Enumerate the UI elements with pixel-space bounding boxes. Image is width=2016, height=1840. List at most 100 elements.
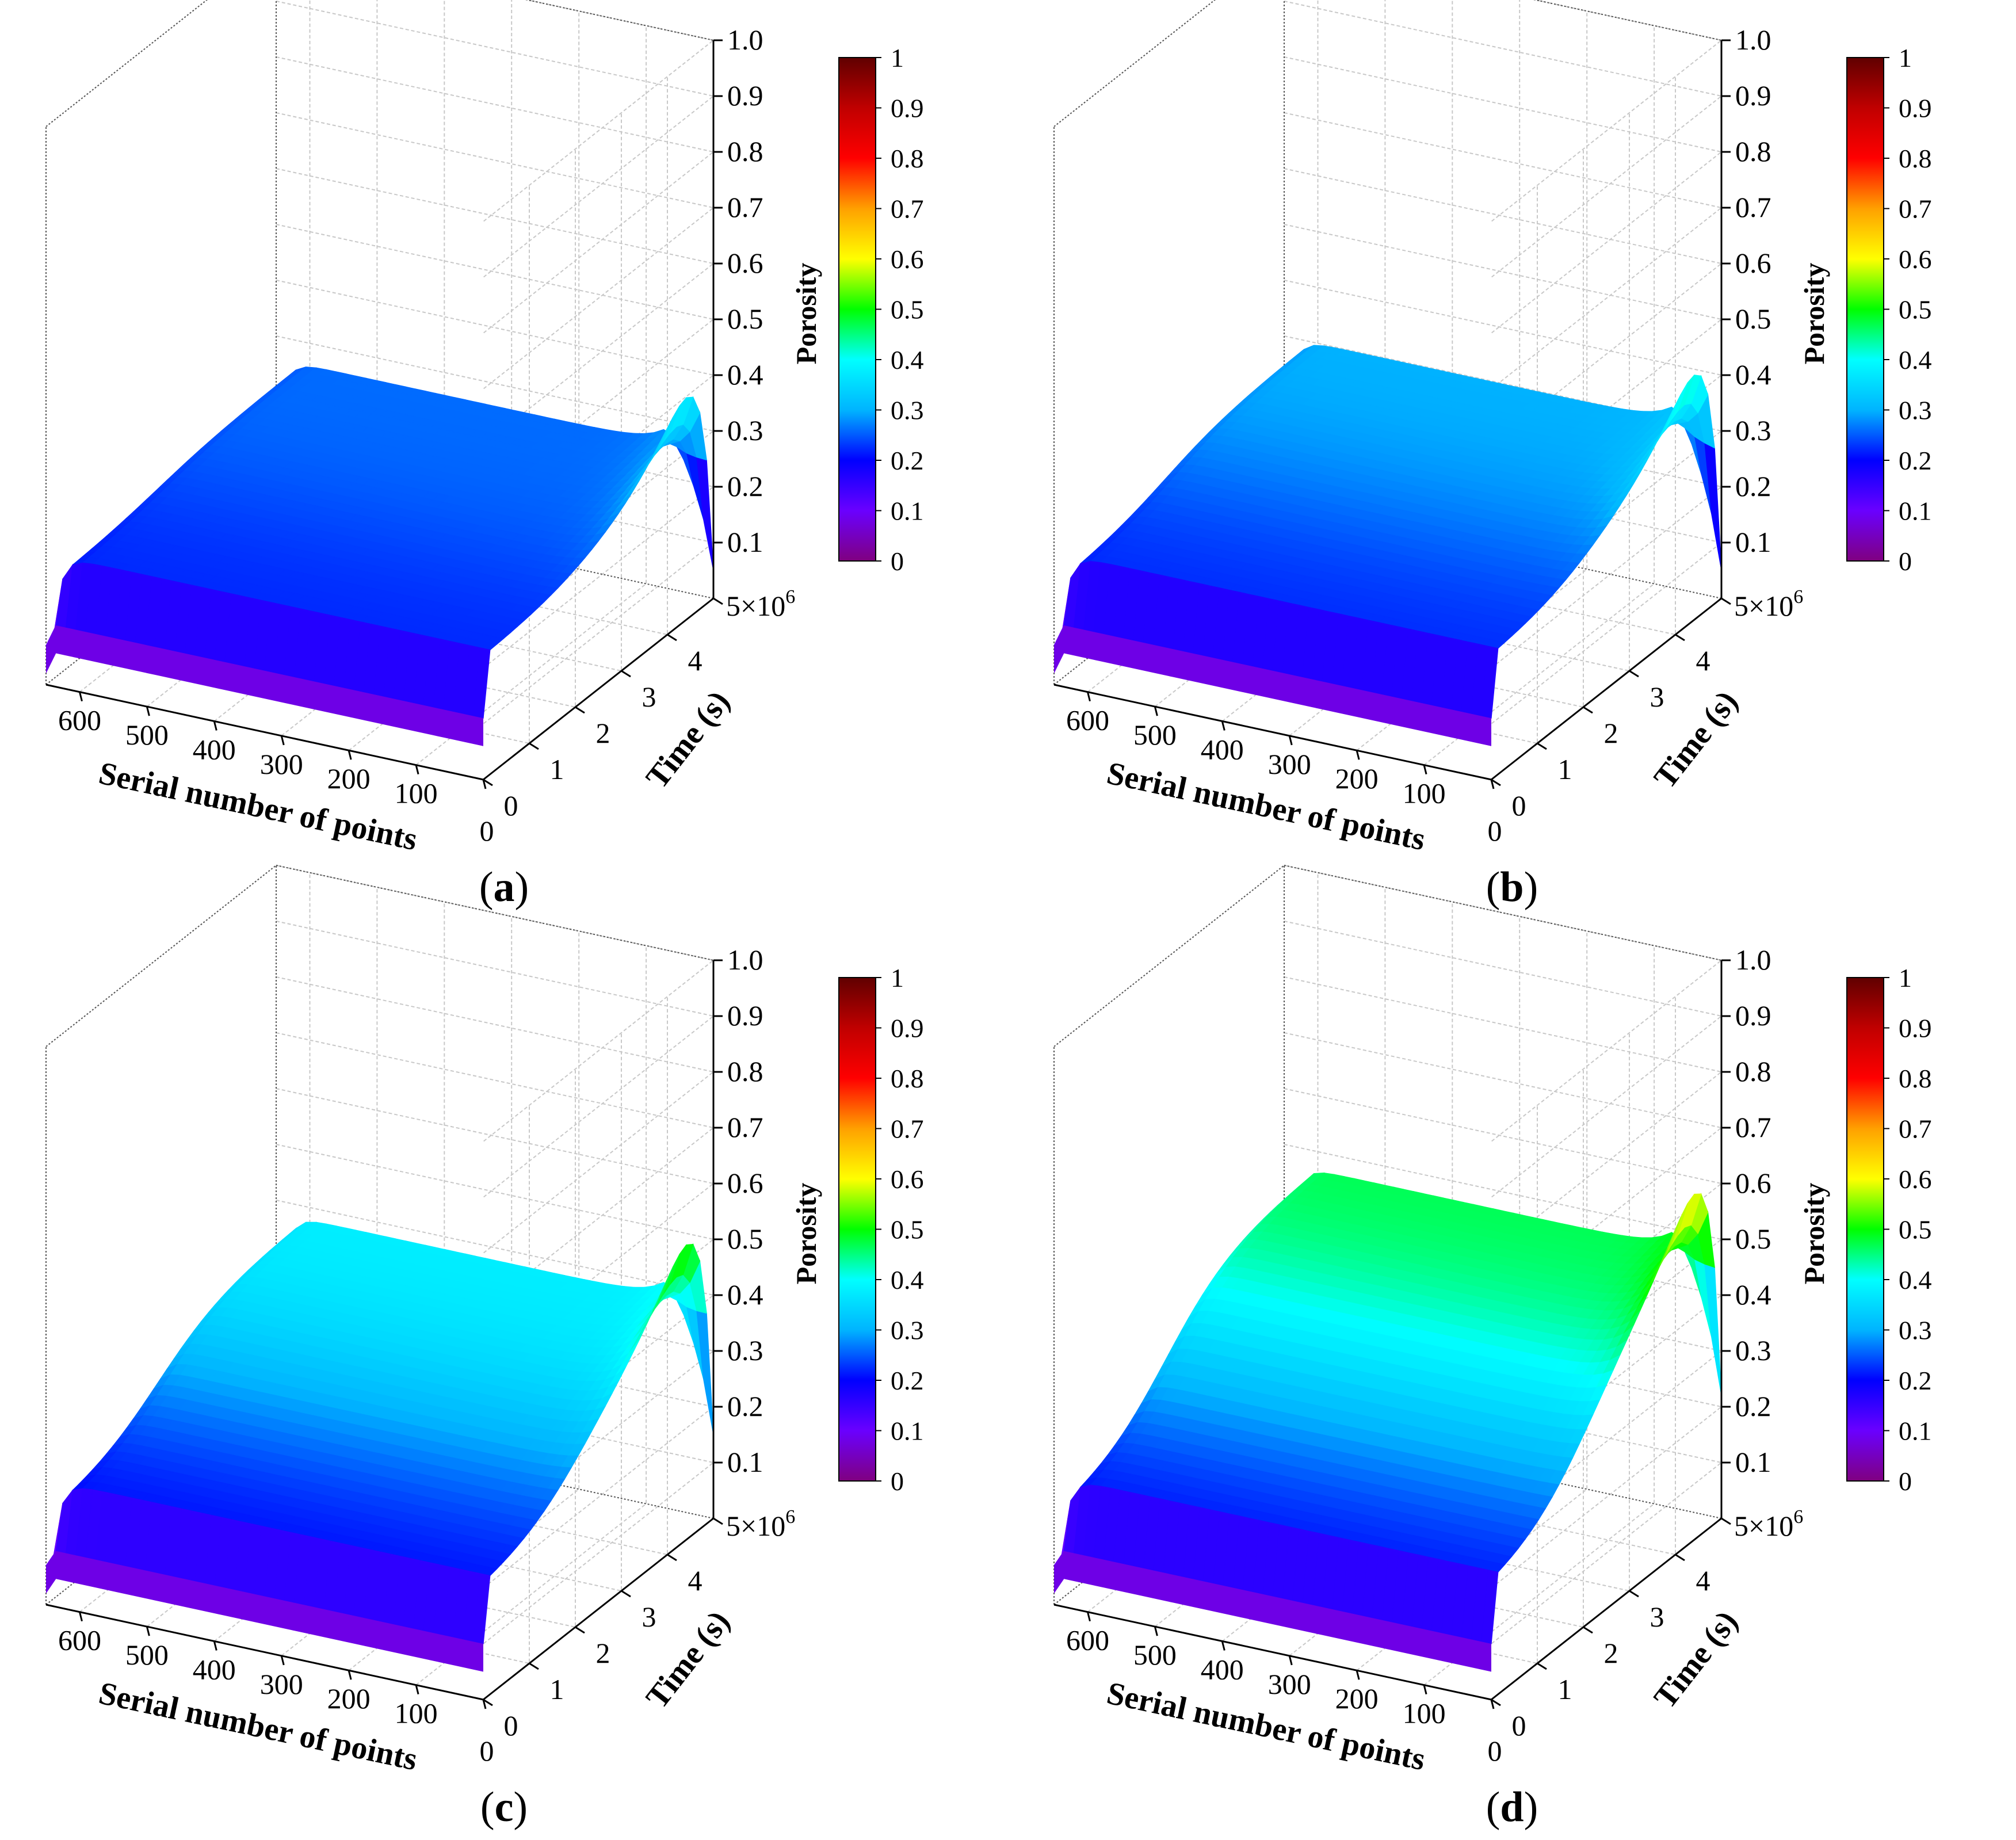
surface-c <box>45 1221 714 1672</box>
gridline-x <box>79 0 311 693</box>
colorbar-tick-label: 0.1 <box>891 1417 924 1446</box>
t-tick-label: 1 <box>1558 753 1572 785</box>
gridline-x <box>146 887 378 1627</box>
surface-a <box>45 367 714 746</box>
t-tick <box>1629 670 1639 678</box>
surface-cell <box>696 456 714 571</box>
colorbar-tick-label: 0.6 <box>891 245 924 274</box>
z-tick-label: 0.5 <box>727 303 763 335</box>
surface-plot-d: 0.10.20.30.40.50.60.70.80.91.0012345×106… <box>1053 865 1932 1778</box>
gridline-x <box>1289 916 1521 1656</box>
colorbar-tick-label: 0.4 <box>891 1265 924 1295</box>
t-tick <box>483 1698 493 1707</box>
z-tick-label: 0.7 <box>727 191 763 223</box>
panel-letter-b: b <box>1500 864 1524 911</box>
z-axis-b: 0.10.20.30.40.50.60.70.80.91.0 <box>1720 24 1771 598</box>
gridline-x <box>348 931 580 1671</box>
gridline-z <box>1284 56 1723 334</box>
x-tick <box>415 765 419 774</box>
x-tick-label: 200 <box>1335 762 1379 795</box>
t-multiplier-exp: 6 <box>785 1506 795 1528</box>
gridline-t <box>1238 997 1676 1556</box>
z-axis-c: 0.10.20.30.40.50.60.70.80.91.0 <box>712 944 763 1518</box>
panel-label-b: (b) <box>1486 864 1538 911</box>
surface-front-wall <box>46 625 483 746</box>
t-tick <box>1675 633 1685 642</box>
x-axis-line <box>45 1604 484 1701</box>
gridline-z <box>1284 1 1723 278</box>
z-tick-label: 0.5 <box>1735 303 1771 335</box>
x-tick-label: 0 <box>480 815 494 847</box>
x-tick <box>482 779 487 789</box>
gridline-t <box>1099 185 1538 745</box>
z-tick-label: 0.3 <box>1735 414 1771 446</box>
panel-c: 0.1 0.2 0.3 0.4 0.5 0.6 0.7 0.8 0.9 1.0 0 1 2 3 4 5×106… <box>0 865 1008 1840</box>
t-tick-label: 3 <box>642 681 656 713</box>
gridline-t <box>230 997 668 1556</box>
colorbar-tick-label: 0.9 <box>1899 94 1932 123</box>
x-axis-line <box>1053 684 1492 781</box>
x-tick-label: 300 <box>260 1668 303 1700</box>
surface-cell <box>696 1310 714 1435</box>
z-tick-label: 1.0 <box>727 24 763 56</box>
gridline-x <box>79 872 311 1613</box>
colorbar-tick-label: 0.5 <box>1899 295 1932 325</box>
gridline-x <box>213 0 445 722</box>
z-tick-label: 0.1 <box>1735 526 1771 558</box>
gridline-x <box>1221 0 1453 722</box>
gridline-x <box>1289 0 1521 736</box>
x-tick-label: 600 <box>58 704 101 736</box>
gridline-t <box>1238 77 1676 636</box>
z-tick-label: 0.1 <box>727 1446 763 1478</box>
x-tick-label: 500 <box>1133 719 1177 751</box>
colorbar-title: Porosity <box>790 263 822 365</box>
x-tick <box>1154 706 1158 716</box>
z-tick-label: 0.4 <box>1735 358 1771 391</box>
x-tick <box>1221 721 1225 731</box>
t-tick-label: 1 <box>550 1673 564 1705</box>
t-multiplier: 5×106 <box>726 1506 795 1542</box>
surface-d <box>1053 1172 1722 1672</box>
colorbar-tick-label: 0 <box>891 1467 904 1496</box>
t-tick-label: 3 <box>642 1601 656 1633</box>
x-tick <box>1288 735 1293 746</box>
z-tick-label: 0.9 <box>727 999 763 1032</box>
colorbar-tick-label: 0.5 <box>891 295 924 325</box>
surface-plot-c: 0.10.20.30.40.50.60.70.80.91.0012345×106… <box>45 865 924 1778</box>
t-tick-label: 2 <box>596 717 610 749</box>
t-tick <box>621 670 631 678</box>
x-tick <box>79 692 83 702</box>
colorbar-title: Porosity <box>790 1183 822 1285</box>
colorbar-tick-label: 0.1 <box>1899 497 1932 526</box>
x-tick-label: 600 <box>1066 704 1109 736</box>
colorbar-tick-label: 0.9 <box>891 1014 924 1043</box>
gridline-t <box>230 77 668 636</box>
z-tick-label: 0.1 <box>727 526 763 558</box>
box-edge <box>1284 865 1722 961</box>
x-tick-label: 0 <box>1488 815 1502 847</box>
colorbar-tick-label: 1 <box>1899 43 1912 72</box>
gridline-t <box>184 113 622 672</box>
surface-plot-a: 0.10.20.30.40.50.60.70.80.91.0012345×106… <box>45 0 924 858</box>
gridline-z <box>276 1 715 278</box>
colorbar-tick-label: 0.2 <box>1899 446 1932 475</box>
gridline-x <box>1087 0 1319 693</box>
panel-b: 0.1 0.2 0.3 0.4 0.5 0.6 0.7 0.8 0.9 1.0 0 1 2 3 4 5×106… <box>1008 0 2016 920</box>
x-tick <box>348 750 352 760</box>
gridline-x <box>1221 902 1453 1642</box>
gridline-z <box>276 56 715 334</box>
box-edge <box>525 0 714 41</box>
z-tick-label: 0.8 <box>727 1055 763 1087</box>
z-tick-label: 0.6 <box>727 247 763 279</box>
t-tick-label: 4 <box>688 1564 702 1597</box>
gridline-z <box>483 0 715 222</box>
z-tick-label: 0.2 <box>1735 470 1771 502</box>
colorbar-tick-label: 0.6 <box>891 1165 924 1194</box>
colorbar-rect <box>838 977 876 1482</box>
colorbar-tick-label: 0.3 <box>891 396 924 425</box>
surface-b <box>1053 345 1722 746</box>
gridline-x <box>348 11 580 751</box>
colorbar-tick-label: 1 <box>891 963 904 992</box>
t-tick <box>713 1517 723 1525</box>
